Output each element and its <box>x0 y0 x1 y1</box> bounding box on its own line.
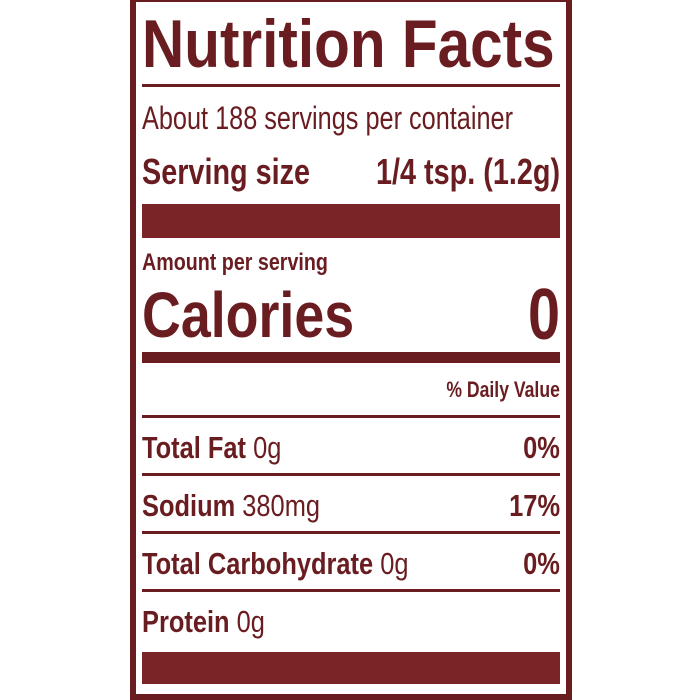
title-row: Nutrition Facts <box>142 8 560 80</box>
divider <box>142 415 560 418</box>
nutrient-dv: 0% <box>523 546 560 581</box>
thick-bar <box>142 204 560 238</box>
nutrient-row-sodium: Sodium 380mg 17% <box>142 486 560 526</box>
servings-per-container: About 188 servings per container <box>142 100 514 136</box>
amount-per-serving: Amount per serving <box>142 249 328 276</box>
calories-value: 0 <box>527 275 560 355</box>
nutrient-name: Total Fat <box>142 430 247 465</box>
daily-value-header: % Daily Value <box>446 377 560 402</box>
divider <box>142 589 560 592</box>
serving-size-label: Serving size <box>142 151 311 192</box>
amount-per-serving-row: Amount per serving <box>142 248 560 278</box>
title-rule <box>142 84 560 87</box>
nutrient-row-total-carbohydrate: Total Carbohydrate 0g 0% <box>142 544 560 584</box>
nutrient-name: Protein <box>142 604 230 639</box>
calories-label: Calories <box>142 279 355 351</box>
nutrition-facts-panel <box>130 0 572 700</box>
calories-row: Calories 0 <box>142 275 560 355</box>
nutrient-amount: 0g <box>253 430 282 465</box>
divider <box>142 473 560 476</box>
bottom-thick-bar <box>142 652 560 684</box>
nutrient-amount: 0g <box>380 546 409 581</box>
nutrient-amount: 0g <box>236 604 265 639</box>
nutrient-name: Sodium <box>142 488 236 523</box>
nutrient-dv: 0% <box>523 430 560 465</box>
divider <box>142 531 560 534</box>
label-title: Nutrition Facts <box>142 6 555 82</box>
nutrient-amount: 380mg <box>242 488 321 523</box>
nutrient-row-total-fat: Total Fat 0g 0% <box>142 428 560 468</box>
serving-size-row: Serving size 1/4 tsp. (1.2g) <box>142 150 560 194</box>
nutrient-name: Total Carbohydrate <box>142 546 374 581</box>
servings-row: About 188 servings per container <box>142 98 560 138</box>
nutrient-dv: 17% <box>509 488 560 523</box>
serving-size-value: 1/4 tsp. (1.2g) <box>375 151 560 192</box>
daily-value-row: % Daily Value <box>142 376 560 404</box>
calories-rule <box>142 352 560 363</box>
nutrient-row-protein: Protein 0g <box>142 602 560 642</box>
